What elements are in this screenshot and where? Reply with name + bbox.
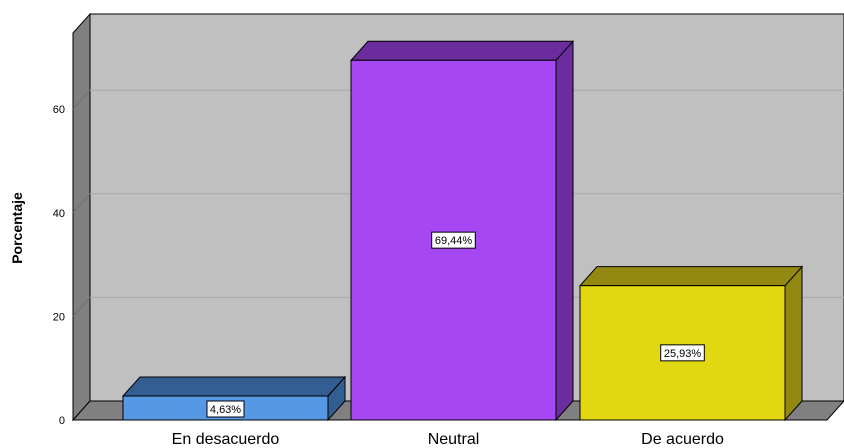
bar-side xyxy=(784,265,803,422)
data-label-box xyxy=(431,231,476,249)
data-label: 4,63% xyxy=(206,400,245,418)
bar-de-acuerdo: 25,93% xyxy=(578,265,804,422)
data-label: 25,93% xyxy=(660,344,705,362)
data-label-box xyxy=(660,344,705,362)
y-tick-label: 0 xyxy=(59,415,65,427)
gridline-side xyxy=(72,89,91,110)
x-tick-label: De acuerdo xyxy=(641,431,724,448)
data-label-text: 4,63% xyxy=(210,404,241,416)
y-axis-label: Porcentaje xyxy=(9,192,25,264)
x-tick-label: Neutral xyxy=(428,431,480,448)
bar-en-desacuerdo: 4,63% xyxy=(121,375,347,422)
bar-neutral: 69,44% xyxy=(349,39,575,422)
bar-top xyxy=(349,40,575,61)
left-wall xyxy=(72,12,91,422)
gridline-side xyxy=(72,297,91,317)
x-tick-label: En desacuerdo xyxy=(172,431,280,448)
y-axis-ticks: 0 20 40 60 xyxy=(53,104,65,427)
data-label: 69,44% xyxy=(431,231,476,249)
data-label-box xyxy=(206,400,245,418)
category-labels: En desacuerdo Neutral De acuerdo xyxy=(172,431,724,448)
y-tick-label: 40 xyxy=(53,208,65,220)
gridline-side xyxy=(72,193,91,214)
y-tick-label: 60 xyxy=(53,104,65,116)
bars: 4,63% 69,44% 25,93% xyxy=(121,39,804,422)
data-label-text: 25,93% xyxy=(664,348,702,360)
data-label-text: 69,44% xyxy=(435,235,473,247)
y-tick-label: 20 xyxy=(53,311,65,323)
bar-top xyxy=(121,376,347,397)
bar-side xyxy=(555,39,574,422)
bar-top xyxy=(578,266,804,287)
